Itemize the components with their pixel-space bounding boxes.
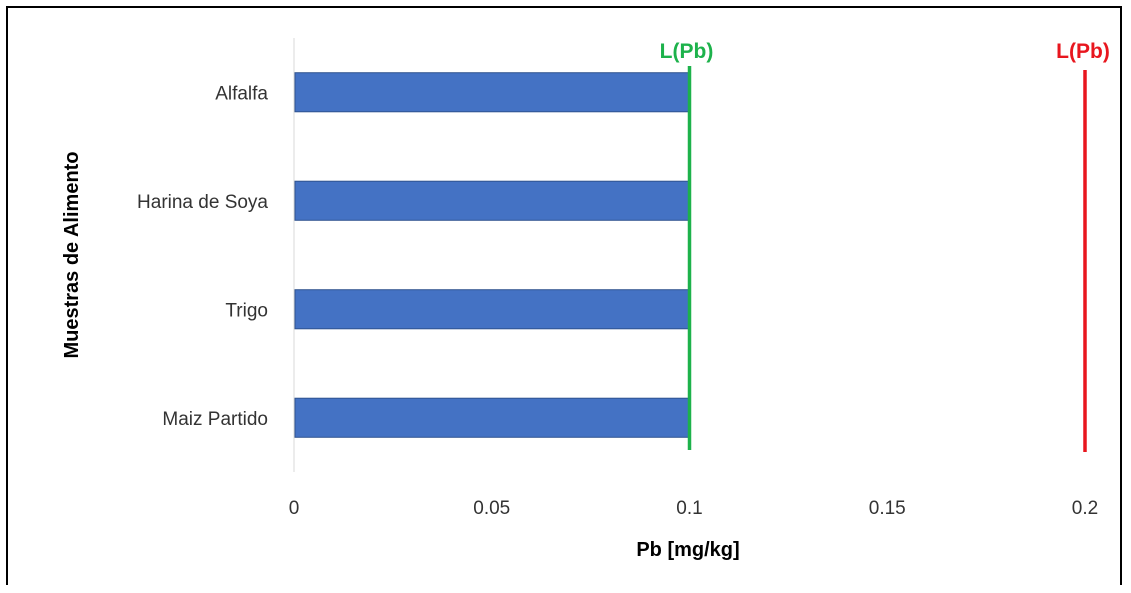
reference-lines: L(Pb) L(Pb) <box>660 40 1110 452</box>
category-label-3: Maiz Partido <box>162 409 268 430</box>
reference-label-0: L(Pb) <box>660 40 714 63</box>
category-label-2: Trigo <box>225 300 268 321</box>
x-tick-label-0: 0 <box>289 498 300 519</box>
chart-frame <box>6 6 1122 585</box>
y-axis-title: Muestras de Alimento <box>61 151 83 358</box>
category-labels: Alfalfa Harina de Soya Trigo Maiz Partido <box>137 83 268 430</box>
bar-1 <box>294 180 690 221</box>
bar-0 <box>294 72 690 113</box>
bar-2 <box>294 289 690 330</box>
x-tick-label-1: 0.05 <box>473 498 510 519</box>
x-tick-label-4: 0.2 <box>1072 498 1098 519</box>
bar-3 <box>294 397 690 438</box>
reference-label-1: L(Pb) <box>1056 40 1110 63</box>
x-axis-title: Pb [mg/kg] <box>636 539 739 561</box>
x-tick-labels: 0 0.05 0.1 0.15 0.2 <box>289 498 1099 519</box>
category-label-0: Alfalfa <box>215 83 268 104</box>
category-label-1: Harina de Soya <box>137 192 268 213</box>
bars-group <box>294 72 690 438</box>
x-tick-label-2: 0.1 <box>676 498 702 519</box>
x-tick-label-3: 0.15 <box>869 498 906 519</box>
